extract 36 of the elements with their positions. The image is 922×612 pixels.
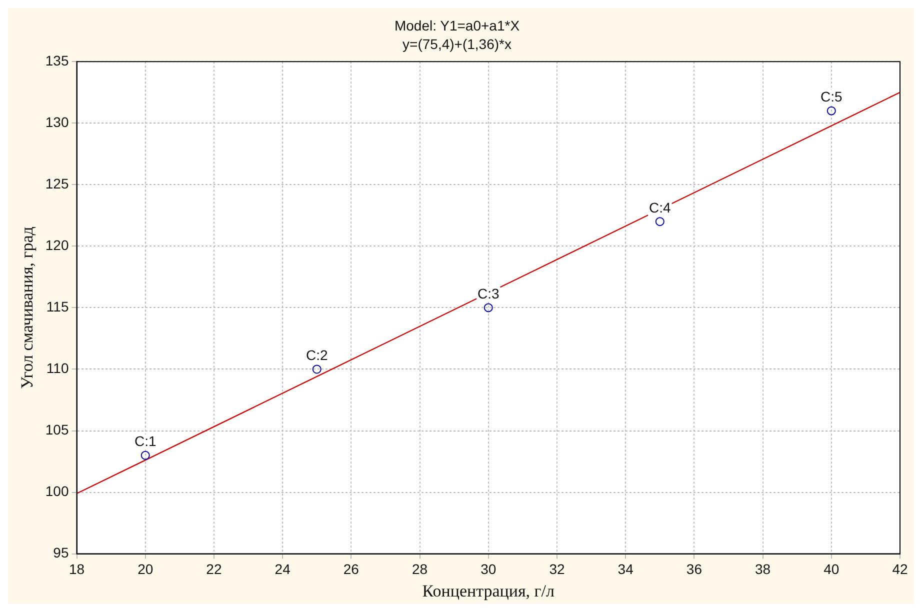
x-tick-label: 42	[892, 561, 908, 578]
y-tick-label: 95	[53, 544, 69, 561]
chart-subtitle: y=(75,4)+(1,36)*x	[402, 36, 512, 52]
x-tick-label: 38	[755, 561, 771, 578]
x-tick-label: 40	[824, 561, 840, 578]
chart-title: Model: Y1=a0+a1*X	[394, 17, 520, 34]
y-tick-label: 135	[45, 52, 69, 68]
x-tick-label: 28	[412, 561, 428, 578]
annotation: C:4	[648, 199, 671, 216]
x-tick-label: 18	[68, 561, 85, 578]
point	[140, 450, 150, 460]
x-tick-label: 36	[686, 561, 702, 578]
point	[312, 364, 322, 374]
y-tick-label: 110	[46, 360, 69, 376]
point	[655, 217, 664, 226]
x-tick-label: 30	[480, 561, 496, 578]
y-tick-label: 115	[46, 298, 69, 315]
y-tick-label: 130	[45, 114, 69, 130]
point	[826, 106, 836, 116]
y-tick-label: 100	[45, 483, 69, 500]
y-tick-label: 120	[45, 237, 69, 254]
x-tick-label: 26	[343, 561, 360, 578]
y-axis-title: Угол смачивания, град	[18, 226, 37, 389]
y-tick-label: 125	[45, 176, 69, 192]
x-tick-label: 20	[138, 561, 154, 578]
x-tick-label: 22	[206, 561, 222, 578]
annotation: C:1	[134, 433, 156, 450]
annotation: C:2	[306, 347, 328, 364]
x-tick-label: 34	[618, 561, 634, 578]
x-tick-label: 32	[549, 561, 565, 578]
annotation: C:3	[477, 286, 500, 302]
x-tick-label: 24	[274, 561, 291, 578]
y-tick-label: 105	[45, 422, 69, 438]
point	[484, 303, 493, 312]
x-axis-title: Концентрация, г/л	[422, 581, 555, 600]
annotation: C:5	[820, 88, 842, 105]
